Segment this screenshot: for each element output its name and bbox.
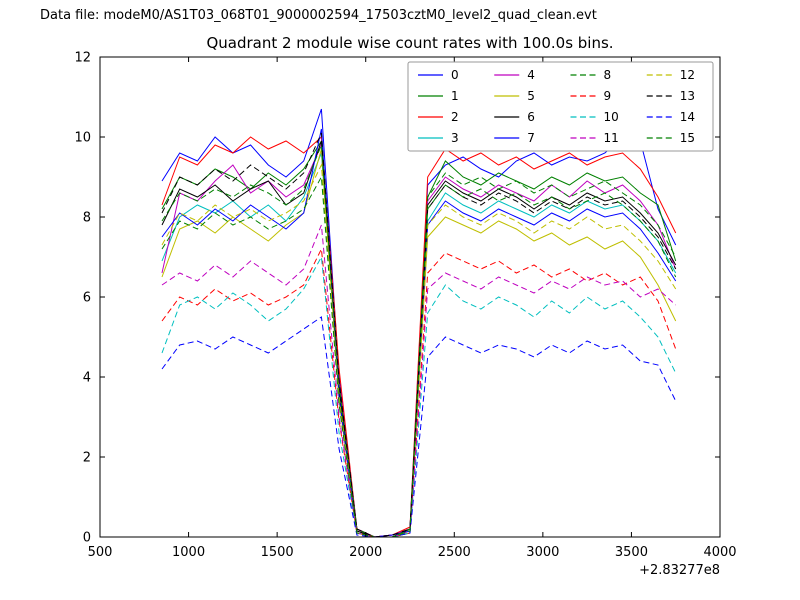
y-tick-label: 6 <box>83 291 91 306</box>
legend-label-15: 15 <box>680 131 695 145</box>
series-line-7 <box>161 128 677 538</box>
series-line-15 <box>161 175 677 538</box>
x-tick-label: 3500 <box>615 545 648 560</box>
y-tick-label: 4 <box>83 371 91 386</box>
series-line-9 <box>161 247 677 538</box>
series-layer <box>161 108 677 538</box>
legend-label-14: 14 <box>680 110 695 124</box>
x-tick-label: 2500 <box>438 545 471 560</box>
legend-label-0: 0 <box>451 68 459 82</box>
chart-title: Quadrant 2 module wise count rates with … <box>206 34 613 52</box>
series-line-8 <box>161 144 677 538</box>
x-tick-label: 3000 <box>526 545 559 560</box>
y-tick-label: 10 <box>74 131 91 146</box>
x-tick-label: 1500 <box>261 545 294 560</box>
data-file-label: Data file: modeM0/AS1T03_068T01_90000025… <box>40 8 597 23</box>
legend-label-9: 9 <box>604 89 612 103</box>
series-line-0 <box>161 108 677 538</box>
legend-label-3: 3 <box>451 131 459 145</box>
legend-label-7: 7 <box>527 131 535 145</box>
series-line-13 <box>161 132 677 538</box>
x-tick-label: 4000 <box>703 545 736 560</box>
legend-label-12: 12 <box>680 68 695 82</box>
series-line-4 <box>161 144 677 538</box>
legend-label-8: 8 <box>604 68 612 82</box>
series-line-1 <box>161 139 677 538</box>
legend-label-10: 10 <box>604 110 619 124</box>
series-line-6 <box>161 140 677 538</box>
series-line-10 <box>161 255 677 538</box>
legend-label-6: 6 <box>527 110 535 124</box>
y-tick-label: 2 <box>83 451 91 466</box>
legend-label-11: 11 <box>604 131 619 145</box>
x-tick-label: 2000 <box>349 545 382 560</box>
series-line-11 <box>161 224 677 538</box>
y-tick-label: 0 <box>83 531 91 546</box>
legend-label-1: 1 <box>451 89 459 103</box>
legend-box <box>407 61 714 152</box>
x-tick-label: 500 <box>88 545 113 560</box>
y-tick-label: 8 <box>83 211 91 226</box>
y-tick-label: 12 <box>74 51 91 66</box>
legend-label-5: 5 <box>527 89 535 103</box>
series-line-2 <box>161 135 677 538</box>
legend-label-13: 13 <box>680 89 695 103</box>
series-line-14 <box>161 316 677 538</box>
legend-label-2: 2 <box>451 110 459 124</box>
legend-label-4: 4 <box>527 68 535 82</box>
x-tick-label: 1000 <box>172 545 205 560</box>
x-axis-offset-label: +2.83277e8 <box>639 563 720 578</box>
